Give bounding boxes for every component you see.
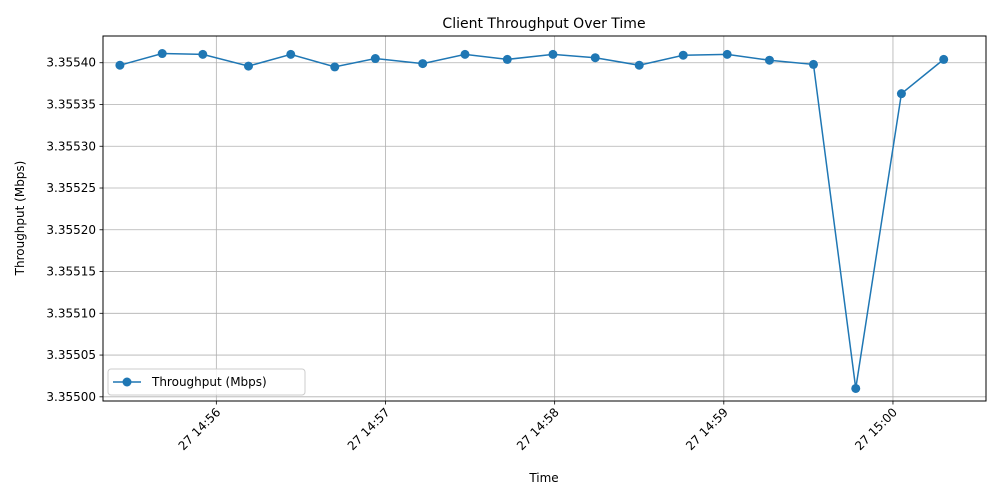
data-point [590, 53, 600, 63]
data-point [808, 59, 818, 69]
data-point [460, 49, 470, 59]
data-point [548, 49, 558, 59]
y-tick-label: 3.35535 [46, 97, 96, 111]
data-point [418, 59, 428, 69]
y-tick-label: 3.35510 [46, 306, 96, 320]
series-line-throughput [119, 52, 945, 389]
data-point [678, 50, 688, 60]
x-tick-label: 27 14:56 [176, 405, 224, 453]
y-tick-label: 3.35500 [46, 390, 96, 404]
y-tick-label: 3.35505 [46, 348, 96, 362]
data-point [722, 49, 732, 59]
data-point [243, 61, 253, 71]
series-layer [115, 49, 949, 393]
x-axis-ticks: 27 14:56 27 14:57 27 14:58 27 14:59 27 15:00 [176, 401, 900, 453]
y-tick-label: 3.35540 [46, 56, 96, 70]
data-point [198, 49, 208, 59]
y-axis-label: Throughput (Mbps) [13, 161, 27, 277]
data-point [502, 54, 512, 64]
legend: Throughput (Mbps) [107, 368, 306, 396]
y-tick-label: 3.35520 [46, 223, 96, 237]
data-point [851, 383, 861, 393]
y-tick-label: 3.35515 [46, 265, 96, 279]
y-tick-label: 3.35530 [46, 139, 96, 153]
data-point [634, 60, 644, 70]
x-tick-label: 27 14:57 [345, 405, 393, 453]
data-point [896, 89, 906, 99]
data-point [286, 49, 296, 59]
chart-title: Client Throughput Over Time [442, 16, 645, 32]
data-point [157, 49, 167, 59]
grid-lines [103, 36, 986, 401]
x-axis-label: Time [528, 471, 558, 485]
y-axis-ticks: 3.35500 3.35505 3.35510 3.35515 3.35520 3.355… [46, 56, 103, 404]
data-point [115, 60, 125, 70]
data-point [370, 54, 380, 64]
legend-box [107, 368, 306, 396]
data-point [939, 54, 949, 64]
legend-marker-swatch [122, 377, 132, 387]
y-tick-label: 3.35525 [46, 181, 96, 195]
legend-entry-throughput: Throughput (Mbps) [151, 375, 267, 389]
plot-frame [102, 35, 987, 402]
x-tick-label: 27 14:59 [683, 405, 731, 453]
x-tick-label: 27 14:58 [514, 405, 562, 453]
x-tick-label: 27 15:00 [852, 405, 900, 453]
data-point [764, 55, 774, 65]
data-point [330, 62, 340, 72]
